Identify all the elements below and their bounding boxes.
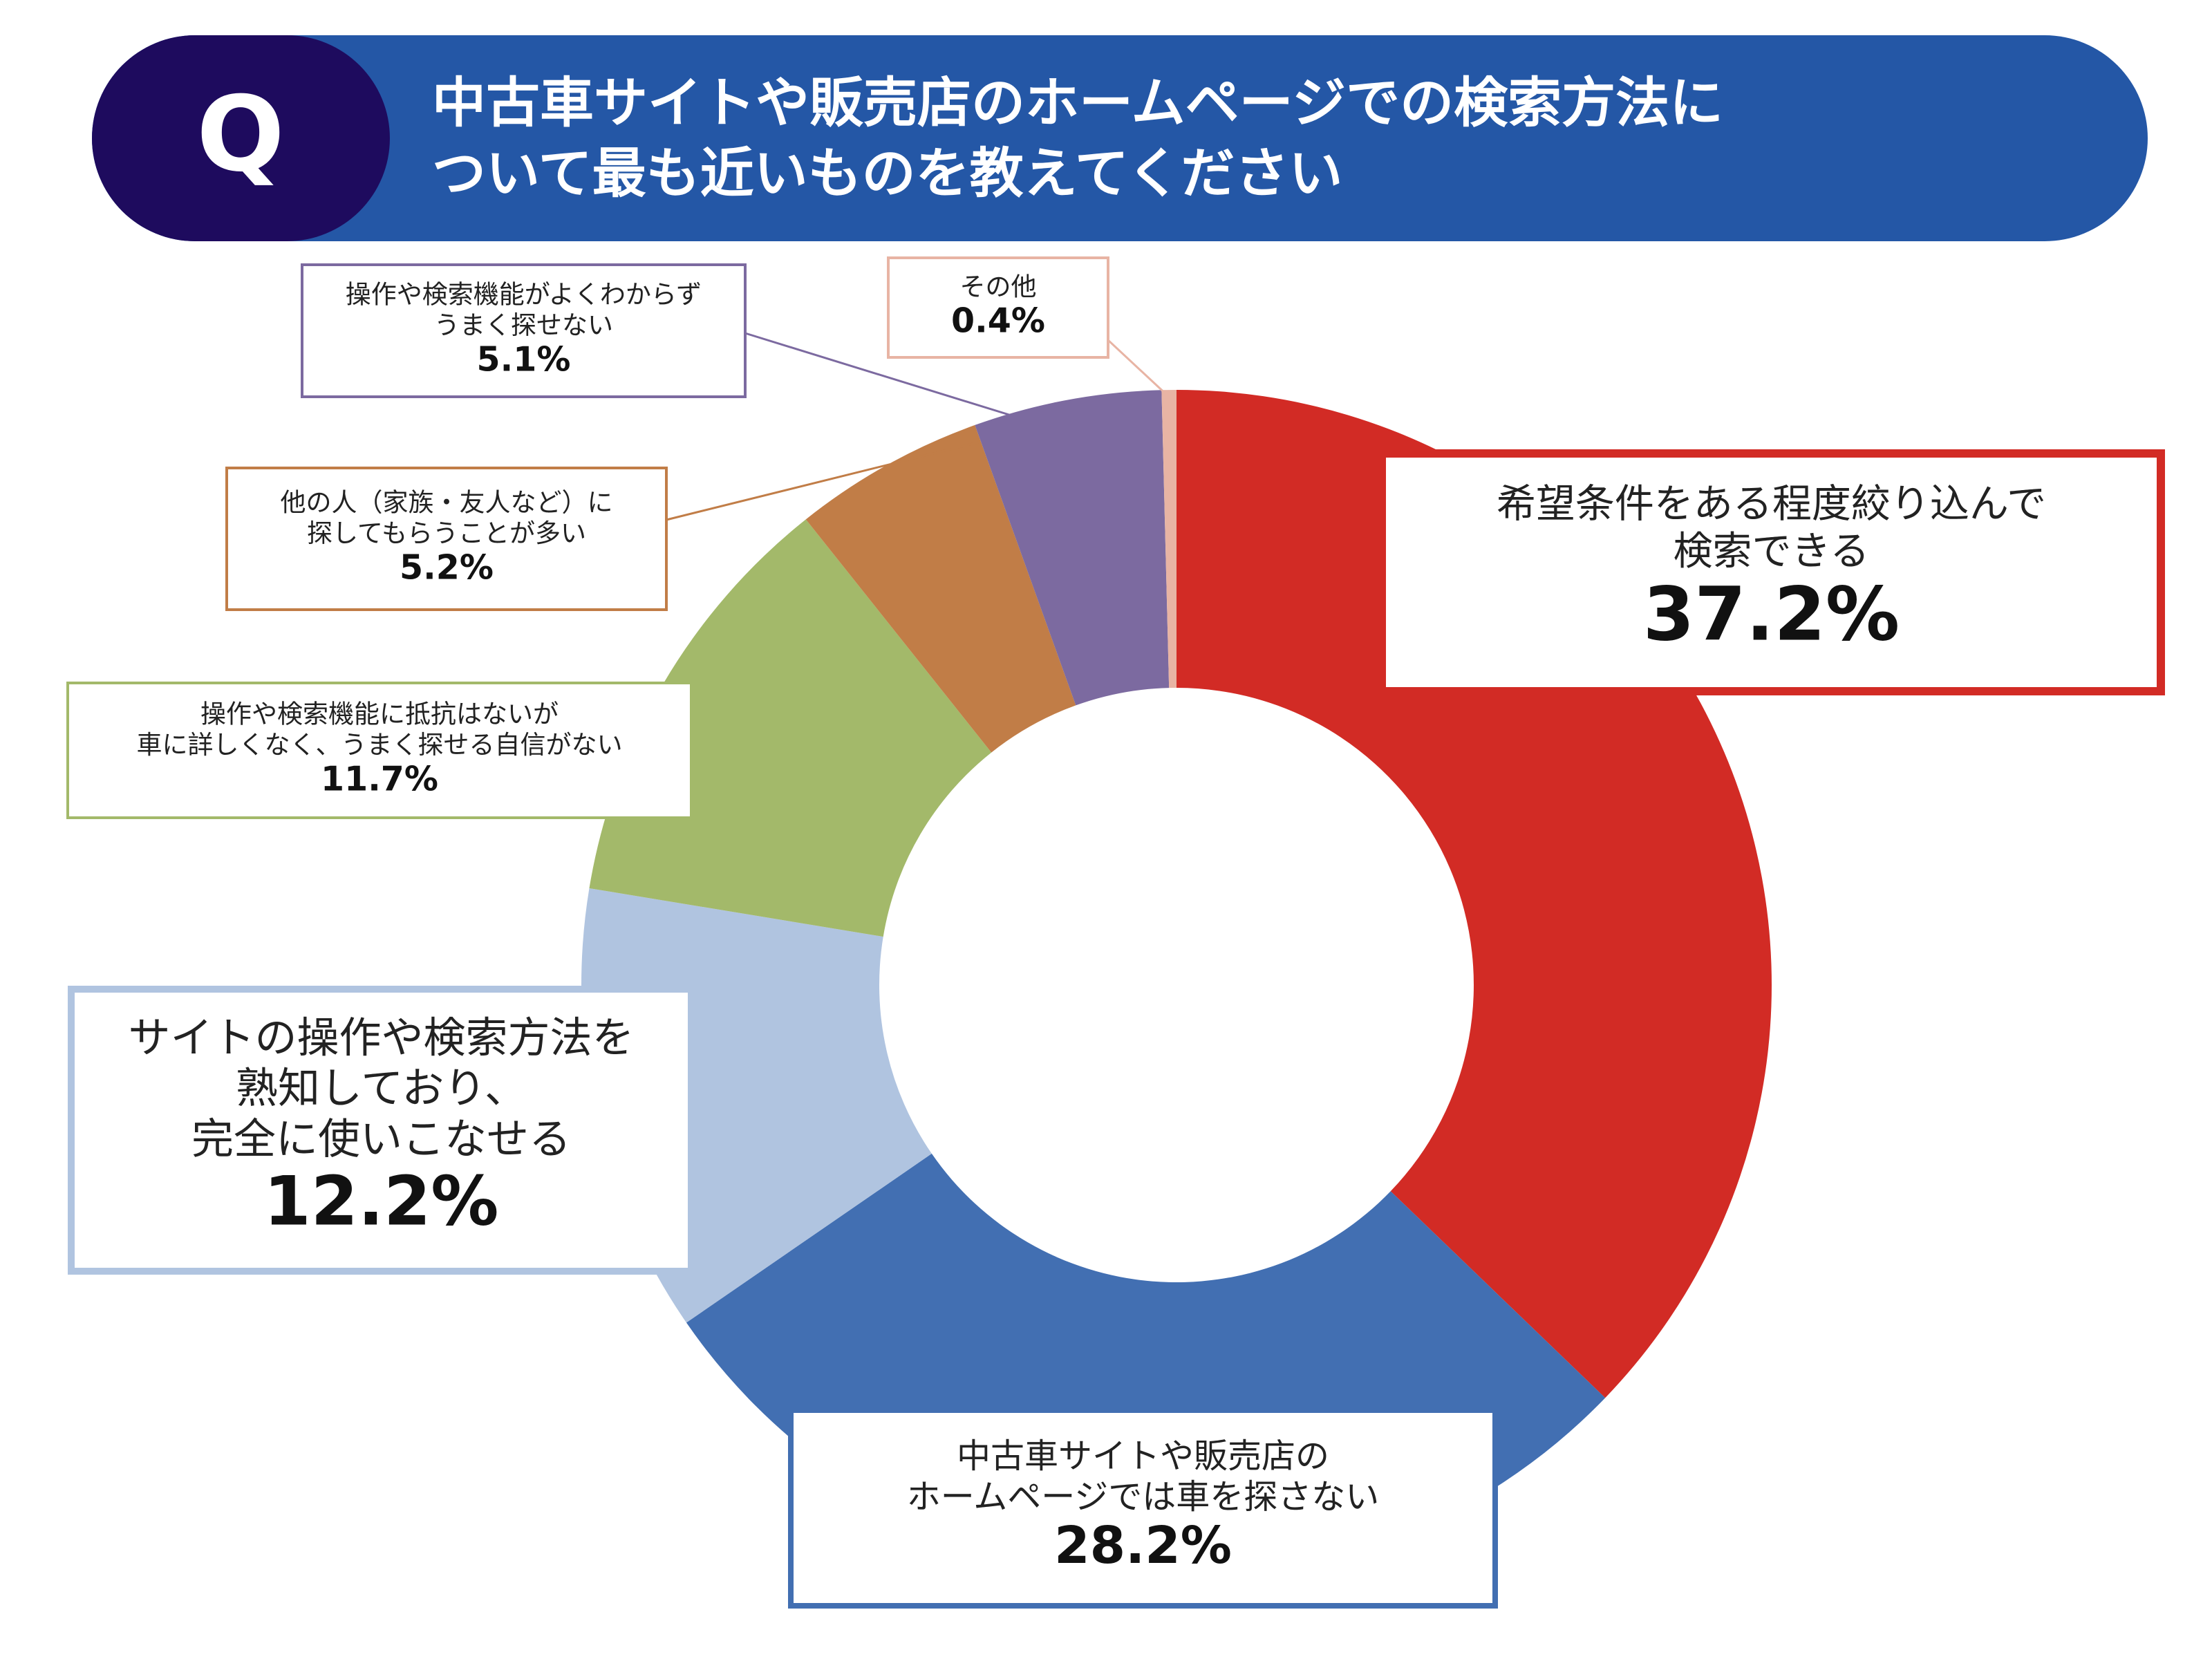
chart-title: ついて最も近いものを教えてください: [432, 142, 1342, 205]
category-label: 熟知しており、: [236, 1064, 527, 1113]
value-label: 5.1%: [477, 339, 571, 379]
category-label: 検索できる: [1674, 528, 1870, 574]
category-label: その他: [960, 272, 1037, 301]
category-label: 操作や検索機能がよくわからず: [346, 280, 702, 310]
value-label: 11.7%: [321, 759, 438, 798]
donut-slice: [1161, 390, 1177, 688]
donut-slice: [975, 390, 1170, 706]
label-box: [66, 682, 693, 819]
category-label: 希望条件をある程度絞り込んで: [1497, 481, 2046, 527]
value-label: 37.2%: [1643, 572, 1900, 658]
category-label: 完全に使いこなせる: [191, 1114, 571, 1163]
label-box: [301, 263, 747, 398]
marker-badge: [92, 35, 390, 241]
label-box: [887, 256, 1109, 359]
category-label: サイトの操作や検索方法を: [128, 1013, 634, 1062]
category-label: 操作や検索機能に抵抗はないが: [200, 700, 559, 729]
label-box: [1378, 449, 2165, 695]
chart-title: 中古車サイトや販売店のホームページでの検索方法に: [432, 72, 1723, 134]
donut-slice: [589, 519, 992, 937]
category-label: ホームページでは車を探さない: [907, 1477, 1380, 1517]
category-label: 中古車サイトや販売店の: [957, 1436, 1329, 1476]
value-label: 12.2%: [264, 1163, 499, 1241]
category-label: うまく探せない: [434, 310, 613, 340]
value-label: 28.2%: [1054, 1516, 1232, 1575]
leader-line: [744, 332, 1021, 420]
marker: Q: [196, 75, 285, 195]
category-label: 探してもらうことが多い: [307, 518, 586, 548]
category-label: 車に詳しくなく、うまく探せる自信がない: [137, 730, 623, 760]
leader-line: [666, 441, 979, 521]
label-box: [788, 1407, 1498, 1609]
label-box: [68, 986, 695, 1275]
label-box: [225, 467, 668, 611]
leader-line: [1107, 339, 1170, 398]
title-banner: [92, 35, 2148, 241]
category-label: 他の人（家族・友人など）に: [281, 488, 613, 518]
value-label: 0.4%: [951, 301, 1045, 341]
value-label: 5.2%: [400, 547, 494, 587]
donut-slice: [805, 424, 1076, 753]
